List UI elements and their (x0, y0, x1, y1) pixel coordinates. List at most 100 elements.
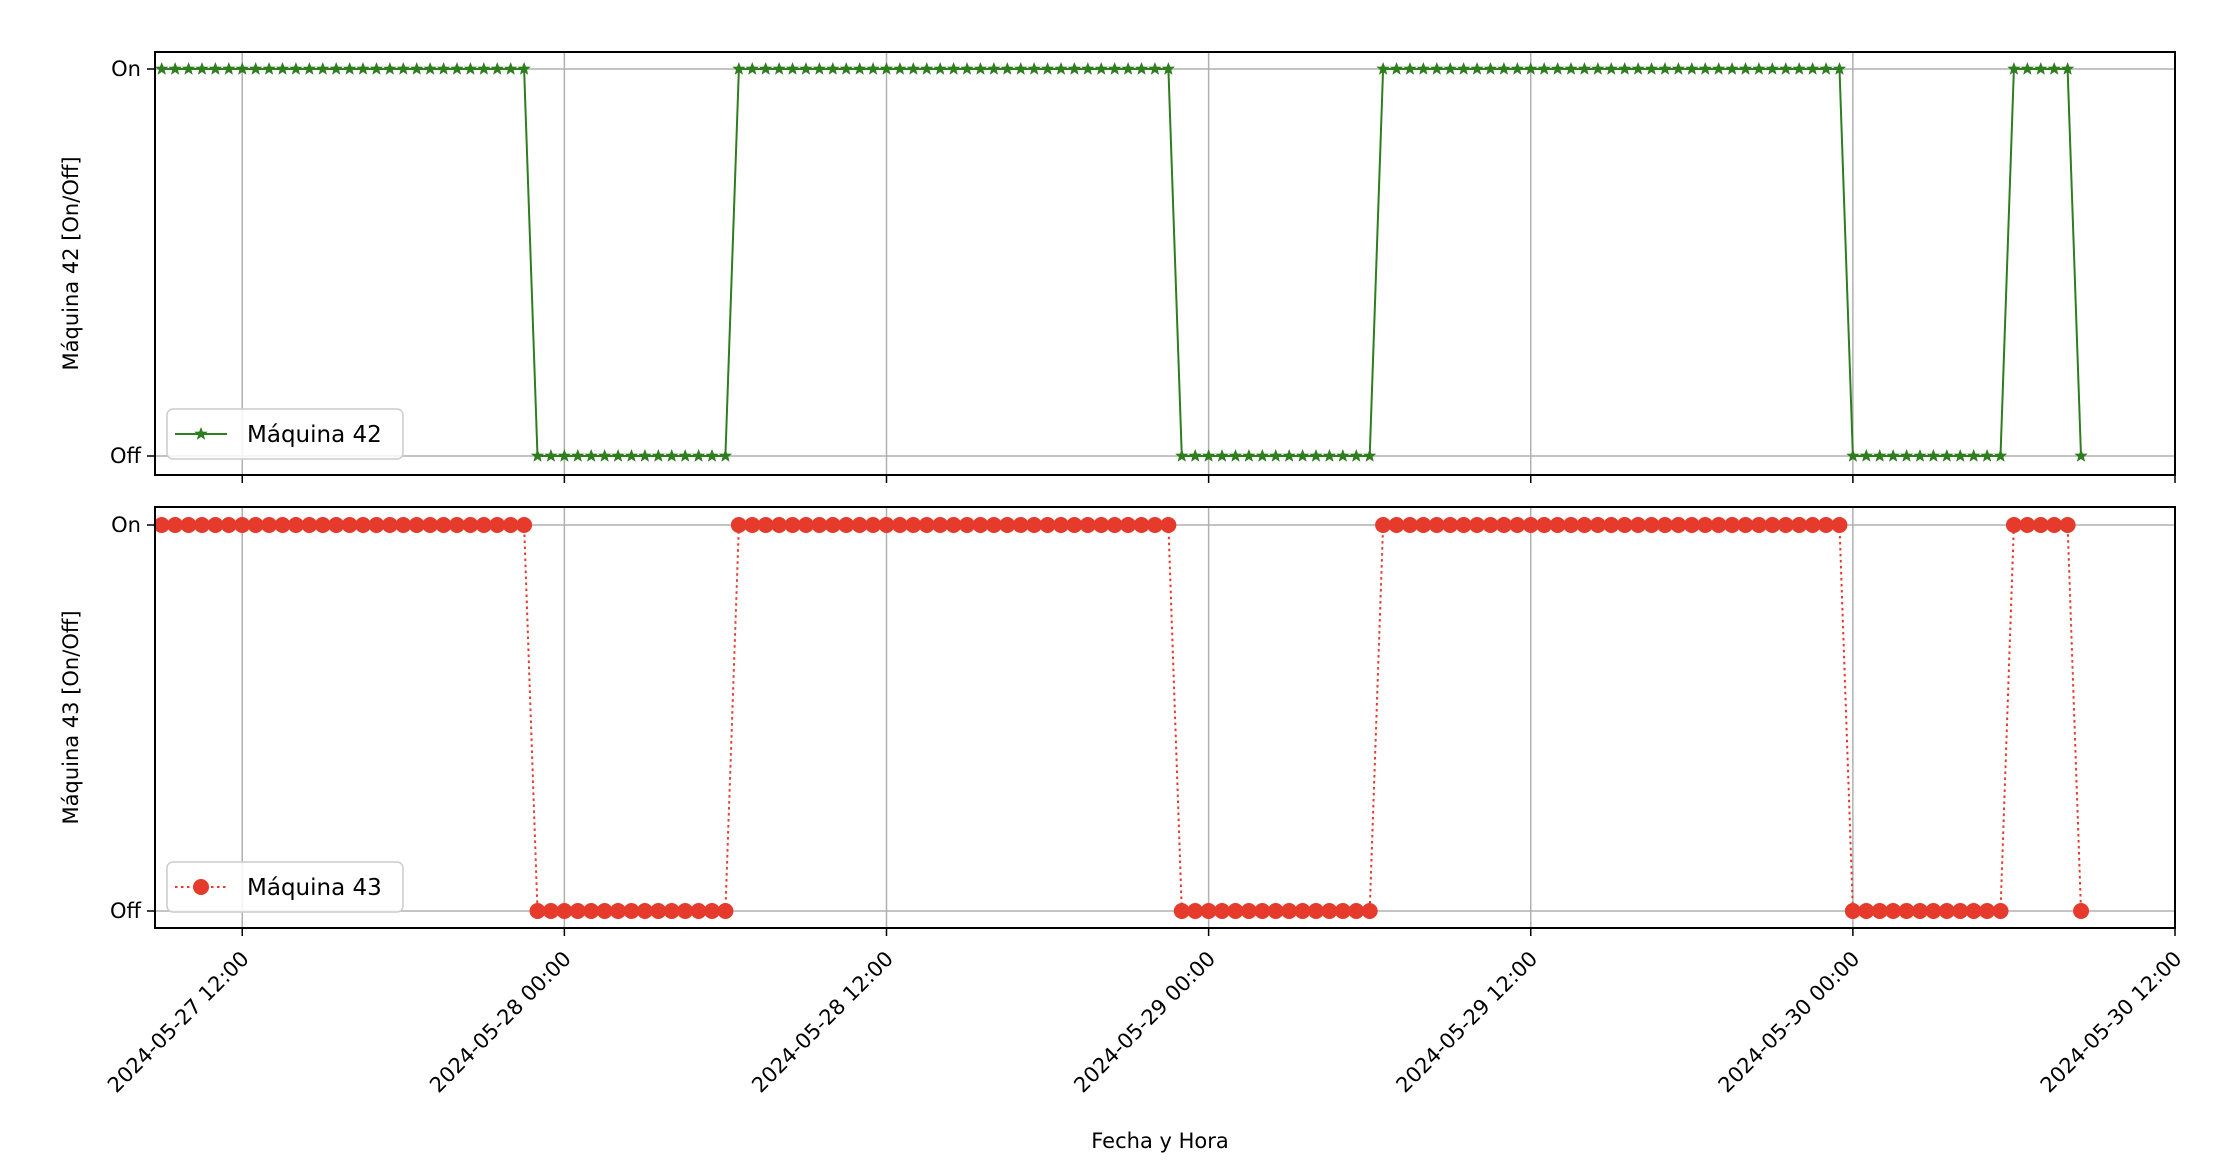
data-point (1670, 517, 1687, 533)
data-point (1295, 449, 1310, 462)
data-point (208, 62, 223, 75)
data-point (1752, 62, 1766, 75)
data-point (1577, 62, 1592, 75)
data-point (207, 517, 224, 533)
data-point (1925, 903, 1942, 919)
data-point (1750, 517, 1767, 533)
data-point (556, 903, 573, 919)
data-point (665, 449, 679, 462)
data-point (329, 62, 343, 75)
data-point (195, 62, 209, 75)
data-point (638, 449, 652, 462)
data-point (1416, 62, 1430, 75)
data-point (1631, 62, 1645, 75)
data-point (717, 903, 734, 919)
data-point (905, 517, 922, 533)
data-point (368, 517, 385, 533)
data-point (168, 62, 182, 75)
data-point (1255, 449, 1269, 462)
data-point (530, 449, 545, 462)
data-point (448, 517, 465, 533)
data-point (2074, 449, 2088, 462)
data-point (557, 449, 571, 462)
data-point (1509, 517, 1526, 533)
legend-box (166, 861, 404, 913)
data-point (1254, 903, 1271, 919)
data-point (704, 903, 721, 919)
data-point (987, 62, 1001, 75)
data-point (1712, 62, 1726, 75)
data-point (1403, 62, 1417, 75)
data-point (759, 62, 773, 75)
data-point (287, 517, 304, 533)
data-point (1725, 62, 1739, 75)
data-point (1564, 62, 1578, 75)
data-point (985, 517, 1002, 533)
y-tick-label: On (111, 513, 141, 537)
data-point (1831, 517, 1848, 533)
data-point (436, 62, 451, 75)
data-point (1269, 449, 1283, 462)
data-point (1175, 449, 1189, 462)
data-point (1388, 517, 1405, 533)
data-point (745, 62, 759, 75)
data-point (477, 62, 491, 75)
data-point (1495, 517, 1512, 533)
data-point (234, 517, 251, 533)
data-point (960, 62, 974, 75)
data-point (2046, 517, 2063, 533)
data-point (1294, 903, 1311, 919)
data-point (853, 62, 867, 75)
data-point (220, 517, 237, 533)
data-point (1282, 449, 1296, 462)
data-point (1671, 62, 1685, 75)
data-point (1737, 517, 1754, 533)
data-point (1188, 449, 1202, 462)
data-point (1510, 62, 1524, 75)
data-point (1108, 62, 1122, 75)
data-point (1576, 517, 1593, 533)
data-point (1242, 449, 1256, 462)
legend: Máquina 43 (166, 861, 404, 913)
data-point (167, 517, 184, 533)
data-point (624, 449, 639, 462)
x-tick-label: 2024-05-29 00:00 (1069, 947, 1220, 1098)
data-point (1014, 62, 1028, 75)
data-point (663, 903, 680, 919)
data-point (1524, 62, 1538, 75)
data-point (1832, 62, 1847, 75)
data-point (569, 903, 586, 919)
legend-label: Máquina 43 (247, 875, 382, 901)
data-point (1026, 517, 1043, 533)
data-point (1765, 62, 1779, 75)
data-point (1469, 517, 1486, 533)
data-point (811, 517, 828, 533)
data-point (973, 62, 988, 75)
data-point (730, 517, 747, 533)
data-point (1322, 449, 1337, 462)
data-point (918, 517, 935, 533)
data-point (1913, 449, 1927, 462)
data-point (1361, 903, 1378, 919)
data-point (1336, 449, 1350, 462)
data-point (1120, 517, 1137, 533)
data-point (544, 449, 558, 462)
data-point (1589, 517, 1606, 533)
data-point (571, 449, 585, 462)
data-point (1844, 903, 1861, 919)
data-point (517, 62, 531, 75)
data-point (933, 62, 947, 75)
data-point (249, 62, 263, 75)
data-point (1497, 62, 1511, 75)
data-point (369, 62, 384, 75)
series-line (161, 524, 2082, 912)
data-point (1886, 449, 1900, 462)
data-point (1940, 449, 1954, 462)
data-point (1764, 517, 1781, 533)
data-point (289, 62, 303, 75)
data-point (1993, 449, 2008, 462)
data-point (1698, 62, 1712, 75)
data-point (1791, 517, 1808, 533)
y-tick-label: On (111, 57, 141, 81)
panel-maquina-42: Off On Máquina 42 [On/Off] Máquina 42 (59, 51, 2176, 483)
